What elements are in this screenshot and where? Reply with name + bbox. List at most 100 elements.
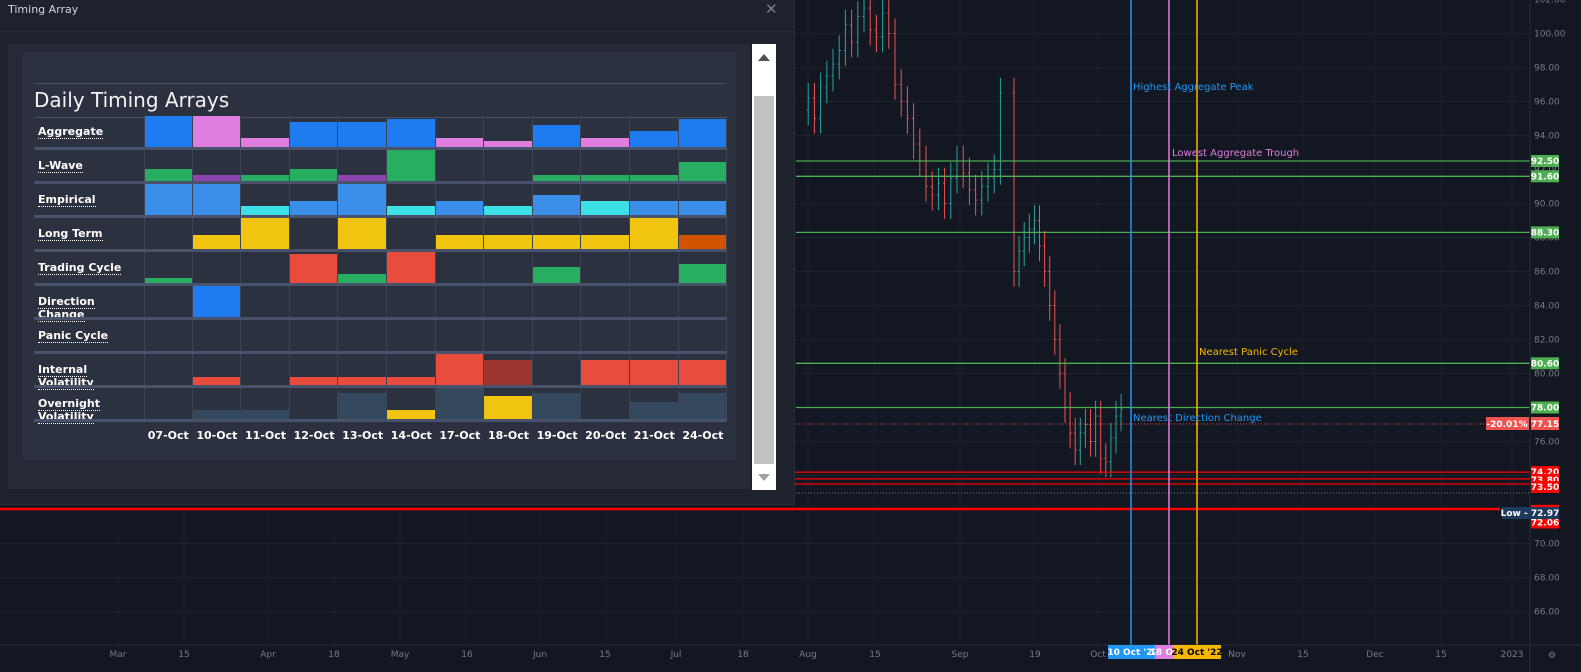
array-cell bbox=[630, 388, 679, 419]
row-label-text: Trading Cycle bbox=[38, 261, 122, 275]
array-cell bbox=[387, 354, 436, 385]
price-axis[interactable]: 102.00100.0098.0096.0094.0092.0090.0088.… bbox=[1529, 0, 1566, 672]
array-bar bbox=[581, 175, 629, 181]
column-label: 07-Oct bbox=[147, 429, 189, 442]
price-level-tag: 73.50 bbox=[1531, 481, 1559, 493]
array-cell bbox=[144, 116, 193, 147]
time-axis[interactable]: Mar 15 Apr 18 May 16 Jun 15 Jul 18 Aug 15 Sep 19 Oct No… bbox=[0, 644, 1581, 660]
array-bar bbox=[289, 169, 338, 181]
array-bar bbox=[192, 116, 241, 147]
array-cell bbox=[387, 184, 436, 215]
time-tick-label: 16 bbox=[461, 650, 473, 660]
array-cell bbox=[338, 150, 387, 181]
array-cell bbox=[144, 320, 193, 351]
array-bar bbox=[630, 360, 678, 385]
array-bar bbox=[532, 195, 581, 215]
price-tick-label: 96.00 bbox=[1534, 98, 1560, 108]
array-cell bbox=[338, 184, 387, 215]
row-label-text: Aggregate bbox=[38, 125, 104, 139]
panel-scrollbar[interactable] bbox=[752, 44, 776, 490]
row-separator bbox=[34, 419, 728, 422]
array-bar bbox=[241, 218, 289, 249]
price-tick-label: 86.00 bbox=[1534, 268, 1560, 278]
array-cell bbox=[435, 354, 485, 385]
array-bar bbox=[581, 201, 629, 215]
panel-title: Timing Array bbox=[8, 3, 79, 16]
gear-icon[interactable]: ⚙ bbox=[1548, 651, 1556, 661]
chart-annotation: Nearest Panic Cycle bbox=[1199, 347, 1298, 358]
array-bar bbox=[338, 393, 386, 419]
array-cell bbox=[532, 150, 582, 181]
time-tick-label: 18 bbox=[737, 650, 749, 660]
array-cell bbox=[144, 286, 193, 317]
price-level-tag: 80.60 bbox=[1531, 357, 1559, 370]
scroll-down-icon[interactable] bbox=[758, 474, 770, 481]
array-bar bbox=[192, 286, 241, 317]
row-label-text: Empirical bbox=[38, 193, 96, 207]
array-cell bbox=[436, 320, 485, 351]
array-bar bbox=[289, 201, 338, 215]
row-separator bbox=[34, 147, 728, 150]
column-label: 13-Oct bbox=[342, 429, 384, 442]
array-cell bbox=[289, 150, 339, 181]
array-cell bbox=[581, 320, 630, 351]
time-tick-label: Jul bbox=[670, 650, 682, 660]
array-bar bbox=[192, 410, 241, 419]
array-cell bbox=[241, 354, 290, 385]
array-cell bbox=[435, 184, 485, 215]
array-cell bbox=[144, 184, 193, 215]
array-cell bbox=[436, 150, 485, 181]
array-cell bbox=[338, 388, 387, 419]
array-bar bbox=[484, 360, 532, 385]
price-tick-label: 84.00 bbox=[1534, 302, 1560, 312]
array-bar bbox=[289, 254, 338, 283]
time-tick-label: 15 bbox=[869, 650, 880, 660]
array-cell bbox=[533, 354, 582, 385]
array-bar bbox=[484, 235, 532, 249]
time-tick-label: Oct bbox=[1090, 650, 1106, 660]
close-icon[interactable]: ✕ bbox=[765, 0, 778, 18]
array-cell bbox=[290, 320, 339, 351]
price-level-tag: 91.60 bbox=[1531, 170, 1559, 183]
array-cell bbox=[289, 252, 339, 283]
array-bar bbox=[145, 184, 192, 215]
tag-text: 18 Oc bbox=[1150, 648, 1179, 658]
tag-bg bbox=[1531, 155, 1559, 167]
array-cell bbox=[144, 354, 193, 385]
price-level-tag: 78.00 bbox=[1531, 401, 1559, 414]
array-bar bbox=[678, 360, 727, 385]
array-bar bbox=[581, 138, 629, 147]
array-cell bbox=[289, 116, 339, 147]
tag-text: 77.15 bbox=[1531, 420, 1559, 430]
row-separator bbox=[34, 181, 728, 184]
array-bar bbox=[241, 410, 289, 419]
array-bar bbox=[484, 141, 532, 147]
scroll-thumb[interactable] bbox=[754, 96, 774, 464]
scroll-up-icon[interactable] bbox=[758, 54, 770, 61]
array-cell bbox=[581, 218, 630, 249]
tag-bg bbox=[1531, 226, 1559, 239]
candlesticks bbox=[806, 0, 1123, 478]
tag-bg bbox=[1531, 516, 1559, 529]
array-bar bbox=[532, 393, 581, 419]
array-bar bbox=[192, 184, 241, 215]
tag-bg bbox=[1173, 645, 1221, 659]
array-cell bbox=[387, 252, 436, 283]
array-cell bbox=[144, 218, 193, 249]
array-bar bbox=[241, 175, 289, 181]
chart-annotation: Lowest Aggregate Trough bbox=[1172, 148, 1299, 159]
array-cell bbox=[532, 184, 582, 215]
price-tick-label: 100.00 bbox=[1534, 30, 1566, 40]
array-cell bbox=[241, 150, 290, 181]
array-cell bbox=[192, 218, 242, 249]
array-cell bbox=[241, 218, 290, 249]
array-cell bbox=[484, 252, 533, 283]
array-cell bbox=[678, 252, 728, 283]
time-tick-label: 2023 bbox=[1501, 650, 1524, 660]
array-cell bbox=[532, 252, 582, 283]
current-price-tag: -20.01% 77.15 bbox=[1486, 417, 1559, 430]
array-bar bbox=[678, 162, 727, 181]
array-bar bbox=[338, 377, 386, 385]
price-tick-label: 90.00 bbox=[1534, 200, 1560, 210]
array-cell bbox=[241, 286, 290, 317]
